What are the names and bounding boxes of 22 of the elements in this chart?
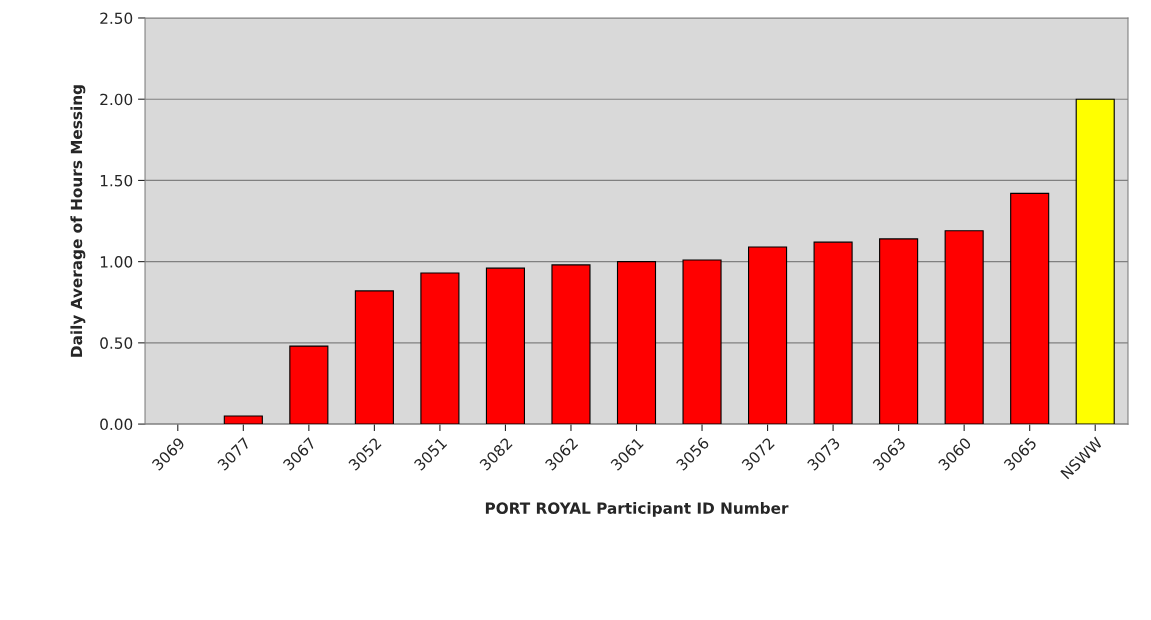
y-tick-label: 0.50 [100, 337, 133, 349]
bar [813, 241, 853, 425]
x-axis-title: PORT ROYAL Participant ID Number [485, 502, 789, 517]
y-tick-label: 1.50 [100, 174, 133, 187]
bar [879, 238, 919, 425]
bar [748, 246, 788, 425]
y-tick-label: 2.00 [100, 93, 133, 106]
y-tick-label: 1.00 [100, 256, 133, 268]
bar [289, 345, 329, 425]
y-tick-label: 2.50 [100, 12, 133, 24]
bar [682, 259, 722, 425]
y-axis-title: Daily Average of Hours Messing [70, 85, 86, 357]
y-tick-label: 0.00 [100, 418, 133, 431]
bar [354, 290, 394, 425]
bar [616, 261, 657, 425]
bar [485, 267, 526, 425]
bar [551, 264, 591, 425]
bar [223, 415, 263, 425]
bar [944, 230, 984, 425]
bar [1010, 192, 1050, 425]
bar [1075, 98, 1115, 425]
bar [420, 272, 460, 425]
